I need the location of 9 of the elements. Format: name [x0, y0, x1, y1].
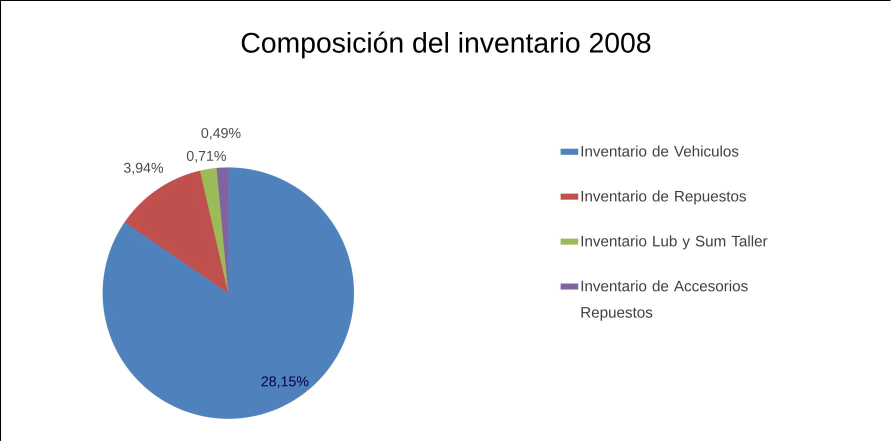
data-label: 28,15%	[262, 376, 308, 388]
legend-label: Inventario de Accesorios Repuestos	[581, 280, 748, 321]
legend-label: Inventario Lub y Sum Taller	[582, 235, 768, 250]
legend-label: Inventario de Repuestos	[582, 190, 746, 204]
data-label: 0,71%	[186, 150, 226, 162]
chart-title: Composición del inventario 2008	[242, 31, 650, 58]
data-label: 0,49%	[201, 128, 241, 140]
data-label: 3,94%	[124, 162, 164, 174]
legend-label: Inventario de Vehiculos	[582, 145, 738, 156]
